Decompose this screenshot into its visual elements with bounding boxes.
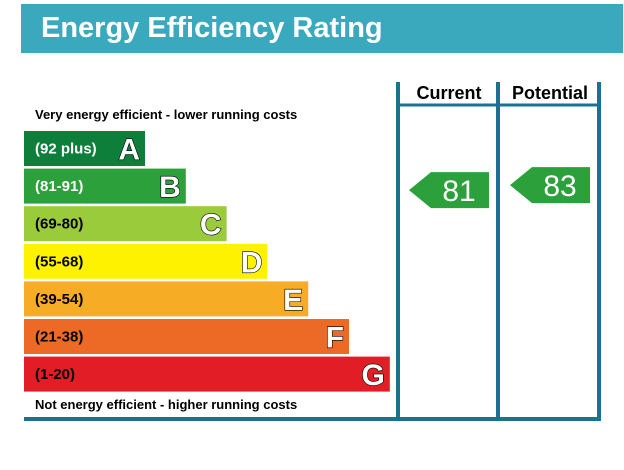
column-header-current: Current xyxy=(416,83,481,103)
band-d-range: (55-68) xyxy=(35,253,83,270)
band-f-range: (21-38) xyxy=(35,329,83,346)
column-header-potential: Potential xyxy=(512,83,588,103)
potential-rating-value: 83 xyxy=(543,170,576,203)
band-c-range: (69-80) xyxy=(35,216,83,233)
band-c-letter: C xyxy=(200,209,222,242)
band-a-range: (92 plus) xyxy=(35,141,97,158)
band-b-bar xyxy=(24,168,186,204)
current-rating-arrow xyxy=(409,172,489,209)
band-b-letter: B xyxy=(159,171,181,204)
band-f-bar xyxy=(24,319,349,354)
current-rating-value: 81 xyxy=(442,175,475,208)
band-b-range: (81-91) xyxy=(35,178,83,195)
band-a-bar xyxy=(24,131,145,166)
band-d-bar xyxy=(24,243,268,279)
rating-bands: (92 plus) A (81-91) B (69-80) C (55-68) D (39-54… xyxy=(24,131,390,393)
band-e-bar xyxy=(24,281,309,317)
band-g-range: (1-20) xyxy=(35,366,75,383)
title-bar: Energy Efficiency Rating xyxy=(21,4,623,53)
rating-indicators: 81 83 xyxy=(409,167,590,209)
chart-title: Energy Efficiency Rating xyxy=(41,12,383,44)
potential-rating-arrow xyxy=(510,167,590,204)
band-f-letter: F xyxy=(326,322,344,355)
band-e-letter: E xyxy=(283,284,303,317)
top-caption: Very energy efficient - lower running co… xyxy=(35,107,297,122)
band-g-letter: G xyxy=(361,359,384,392)
band-g-bar xyxy=(24,356,390,392)
band-e-range: (39-54) xyxy=(35,291,83,308)
bottom-caption: Not energy efficient - higher running co… xyxy=(35,397,297,412)
band-c-bar xyxy=(24,206,227,242)
band-a-letter: A xyxy=(118,134,140,167)
band-d-letter: D xyxy=(241,246,263,279)
